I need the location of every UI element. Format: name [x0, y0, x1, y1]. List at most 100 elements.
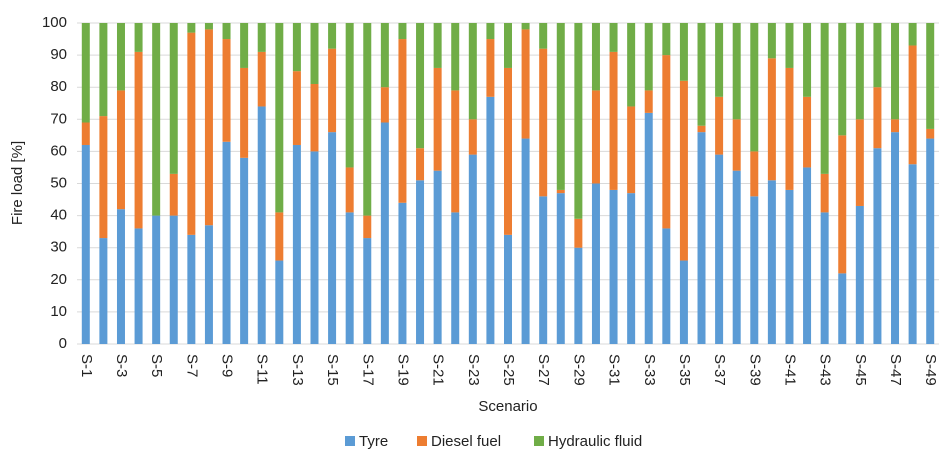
bar-segment [767, 58, 776, 181]
bar-segment [116, 209, 125, 344]
bar-segment [328, 23, 337, 49]
bar-segment [416, 180, 425, 344]
x-tick-label: S-1 [78, 354, 95, 377]
bar-segment [310, 151, 319, 344]
bar-segment [662, 228, 671, 344]
bar-segment [187, 23, 196, 33]
bar-segment [732, 23, 741, 120]
bar-segment [627, 23, 636, 107]
x-tick-label: S-21 [430, 354, 447, 386]
bar-segment [169, 23, 178, 174]
bar-segment [803, 23, 812, 97]
bar-segment [574, 218, 583, 248]
x-tick-label: S-37 [711, 354, 728, 386]
bar-segment [345, 167, 354, 213]
bar-segment [275, 23, 284, 213]
bar-segment [785, 189, 794, 344]
bar-segment [627, 106, 636, 194]
bar-segment [81, 144, 90, 344]
x-tick-label: S-47 [887, 354, 904, 386]
bar-segment [433, 170, 442, 344]
y-tick-label: 0 [59, 335, 67, 352]
bar-segment [574, 247, 583, 344]
bar-segment [679, 23, 688, 81]
bar-segment [468, 119, 477, 155]
bar-segment [187, 32, 196, 235]
bar-segment [908, 23, 917, 46]
y-tick-label: 100 [42, 14, 67, 31]
bar-segment [416, 23, 425, 149]
bar-segment [556, 193, 565, 344]
legend-swatch [534, 436, 544, 446]
bar-segment [310, 23, 319, 84]
y-tick-label: 80 [50, 78, 67, 95]
bar-segment [732, 119, 741, 171]
bar-segment [556, 23, 565, 190]
bar-segment [662, 23, 671, 56]
bar-segment [750, 151, 759, 197]
bar-segment [240, 23, 249, 68]
y-tick-label: 70 [50, 110, 67, 127]
bar-segment [363, 238, 372, 344]
bar-segment [732, 170, 741, 344]
bar-segment [187, 234, 196, 344]
bar-segment [803, 96, 812, 168]
bar-segment [363, 23, 372, 216]
bar-segment [644, 112, 653, 344]
bar-segment [398, 202, 407, 344]
bar-segment [486, 96, 495, 344]
bar-segment [81, 122, 90, 145]
bar-segment [521, 23, 530, 30]
x-tick-label: S-39 [746, 354, 763, 386]
y-tick-label: 40 [50, 207, 67, 224]
bar-segment [380, 87, 389, 123]
bar-segment [486, 39, 495, 97]
bar-segment [891, 119, 900, 133]
bar-segment [609, 51, 618, 190]
x-tick-label: S-9 [219, 354, 236, 377]
bar-segment [873, 87, 882, 149]
bar-segment [345, 23, 354, 168]
bar-segment [433, 23, 442, 68]
bar-segment [873, 148, 882, 344]
bar-segment [152, 23, 161, 216]
bar-segment [662, 55, 671, 229]
bar-segment [855, 119, 864, 206]
x-tick-label: S-31 [606, 354, 623, 386]
bar-segment [380, 23, 389, 88]
legend-swatch [417, 436, 427, 446]
bar-segment [99, 116, 108, 239]
bar-segment [204, 225, 213, 344]
bar-segment [222, 23, 231, 40]
y-tick-label: 20 [50, 271, 67, 288]
bar-segment [504, 67, 512, 235]
bar-segment [539, 23, 548, 49]
y-tick-label: 50 [50, 174, 67, 191]
x-tick-label: S-27 [535, 354, 552, 386]
bar-segment [134, 51, 143, 229]
bar-segment [468, 23, 477, 120]
bar-segment [609, 189, 618, 344]
x-tick-label: S-11 [254, 354, 271, 385]
bar-segment [591, 183, 600, 344]
legend-swatch [345, 436, 355, 446]
bar-segment [521, 29, 530, 139]
bar-segment [679, 80, 688, 261]
bar-segment [767, 23, 776, 59]
bar-segment [169, 173, 178, 216]
bar-segment [697, 132, 706, 344]
bar-segment [116, 90, 125, 210]
bar-segment [820, 173, 829, 213]
bar-segment [556, 189, 565, 194]
bar-segment [222, 141, 231, 344]
x-axis-label: Scenario [478, 398, 537, 415]
bar-segment [838, 23, 847, 136]
x-tick-label: S-13 [289, 354, 306, 386]
bar-segment [486, 23, 495, 40]
bar-segment [855, 23, 864, 120]
bar-segment [908, 45, 917, 165]
x-tick-label: S-15 [324, 354, 341, 386]
x-tick-label: S-7 [183, 354, 200, 377]
bar-segment [926, 128, 935, 139]
bar-segment [644, 90, 653, 113]
